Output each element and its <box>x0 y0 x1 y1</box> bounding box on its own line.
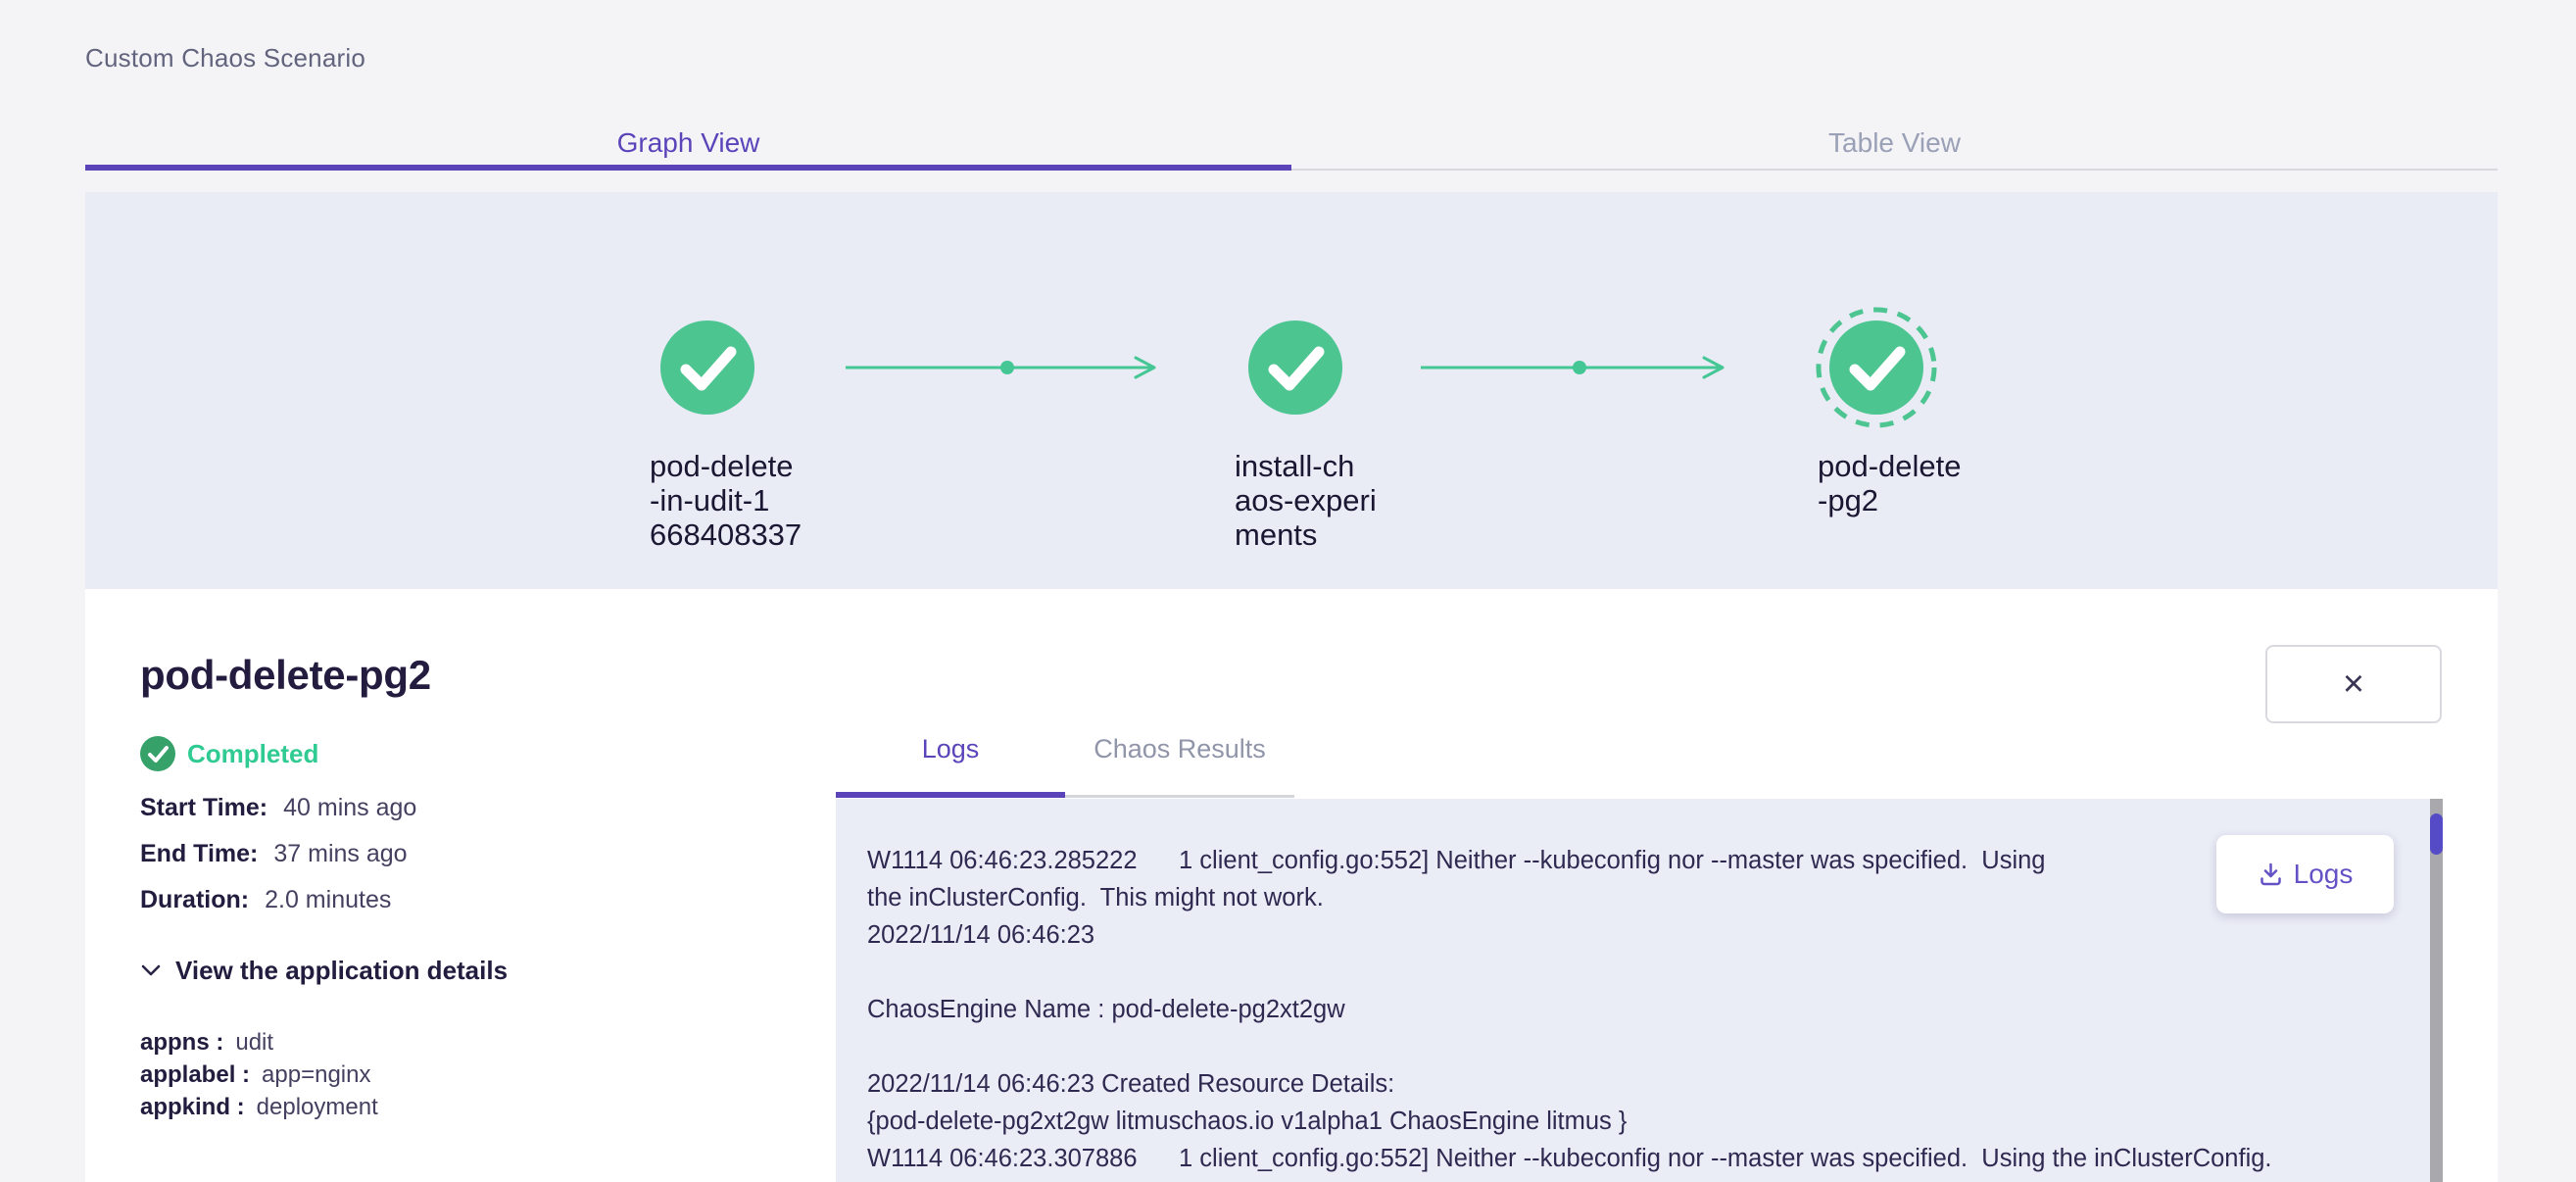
appkind-row: appkind : deployment <box>140 1094 378 1121</box>
log-line: {pod-delete-pg2xt2gw litmuschaos.io v1al… <box>867 1108 1628 1135</box>
node-label-pod-delete-pg2: pod-delete -pg2 <box>1818 449 1962 517</box>
workflow-graph-panel: pod-delete -in-udit-1 668408337 install-… <box>85 192 2498 589</box>
status-label: Completed <box>187 738 319 768</box>
log-line: ChaosEngine Name : pod-delete-pg2xt2gw <box>867 996 1345 1023</box>
view-application-details-toggle[interactable]: View the application details <box>140 956 508 986</box>
close-button[interactable]: × <box>2265 645 2442 723</box>
view-tabs: Graph View Table View <box>85 115 2498 171</box>
edge-dot <box>1000 361 1014 374</box>
node-label-line: aos-experi <box>1235 483 1377 517</box>
appns-label: appns : <box>140 1029 224 1056</box>
workflow-edge <box>846 356 1156 379</box>
chevron-down-icon <box>141 964 161 976</box>
arrowhead-icon <box>1134 356 1156 379</box>
start-time-row: Start Time: 40 mins ago <box>140 794 416 822</box>
node-label-line: ments <box>1235 517 1318 552</box>
duration-label: Duration: <box>140 886 250 913</box>
node-label-line: install-ch <box>1235 449 1355 483</box>
workflow-edge <box>1421 356 1725 379</box>
log-line <box>867 1028 2406 1065</box>
page-title: Custom Chaos Scenario <box>85 43 365 73</box>
log-line: W1114 06:46:23.307886 1 client_config.go… <box>867 1145 2272 1172</box>
node-label-line: -pg2 <box>1818 483 1879 517</box>
close-icon: × <box>2342 663 2365 705</box>
download-logs-label: Logs <box>2293 859 2354 889</box>
start-time-label: Start Time: <box>140 794 268 821</box>
graph-node-install-chaos-experiments[interactable] <box>1232 304 1359 431</box>
log-lines: W1114 06:46:23.285222 1 client_config.go… <box>867 842 2406 1182</box>
tab-table-view[interactable]: Table View <box>1291 115 2498 171</box>
log-scrollbar-thumb[interactable] <box>2430 813 2443 855</box>
appkind-value: deployment <box>256 1094 378 1120</box>
success-check-icon <box>1248 320 1342 415</box>
duration-value: 2.0 minutes <box>265 886 392 913</box>
log-line: 2022/11/14 06:46:23 Created Resource Det… <box>867 1070 1395 1098</box>
node-label-line: pod-delete <box>650 449 794 483</box>
log-output-box: W1114 06:46:23.285222 1 client_config.go… <box>836 799 2443 1182</box>
log-scrollbar-track[interactable] <box>2430 799 2443 1182</box>
duration-row: Duration: 2.0 minutes <box>140 886 391 914</box>
selected-node-title: pod-delete-pg2 <box>140 652 431 698</box>
tab-chaos-results[interactable]: Chaos Results <box>1065 720 1294 798</box>
log-panel-tabs: Logs Chaos Results <box>836 720 1294 798</box>
node-label-line: 668408337 <box>650 517 802 552</box>
log-line: the inClusterConfig. This might not work… <box>867 884 1324 911</box>
end-time-row: End Time: 37 mins ago <box>140 840 408 868</box>
success-check-icon <box>660 320 754 415</box>
graph-node-pod-delete-pg2-selected[interactable] <box>1813 304 1940 431</box>
status-badge: Completed <box>140 736 318 771</box>
download-icon <box>2260 862 2281 885</box>
applabel-row: applabel : app=nginx <box>140 1061 370 1089</box>
applabel-label: applabel : <box>140 1061 251 1088</box>
log-line: 2022/11/14 06:46:23 <box>867 921 1095 949</box>
edge-dot <box>1573 361 1586 374</box>
graph-node-pod-delete-in-udit[interactable] <box>644 304 771 431</box>
tab-graph-view[interactable]: Graph View <box>85 115 1291 171</box>
log-line: W1114 06:46:23.285222 1 client_config.go… <box>867 847 2046 874</box>
node-details-panel: pod-delete-pg2 × Completed Start Time: 40… <box>85 589 2498 1182</box>
log-line: This might not work. <box>867 1177 2406 1182</box>
node-label-install-chaos-experiments: install-ch aos-experi ments <box>1235 449 1377 552</box>
appkind-label: appkind : <box>140 1094 245 1120</box>
appns-value: udit <box>235 1029 274 1056</box>
end-time-label: End Time: <box>140 840 259 867</box>
node-label-line: pod-delete <box>1818 449 1962 483</box>
node-label-pod-delete-in-udit: pod-delete -in-udit-1 668408337 <box>650 449 802 552</box>
arrowhead-icon <box>1702 356 1725 379</box>
end-time-value: 37 mins ago <box>273 840 408 867</box>
tab-logs[interactable]: Logs <box>836 720 1065 798</box>
download-logs-button[interactable]: Logs <box>2216 835 2394 913</box>
log-line <box>867 954 2406 991</box>
toggle-label: View the application details <box>175 956 509 985</box>
start-time-value: 40 mins ago <box>283 794 417 821</box>
node-label-line: -in-udit-1 <box>650 483 770 517</box>
completed-check-icon <box>140 736 175 771</box>
success-check-icon-selected <box>1816 307 1937 428</box>
appns-row: appns : udit <box>140 1029 273 1057</box>
applabel-value: app=nginx <box>262 1061 371 1088</box>
